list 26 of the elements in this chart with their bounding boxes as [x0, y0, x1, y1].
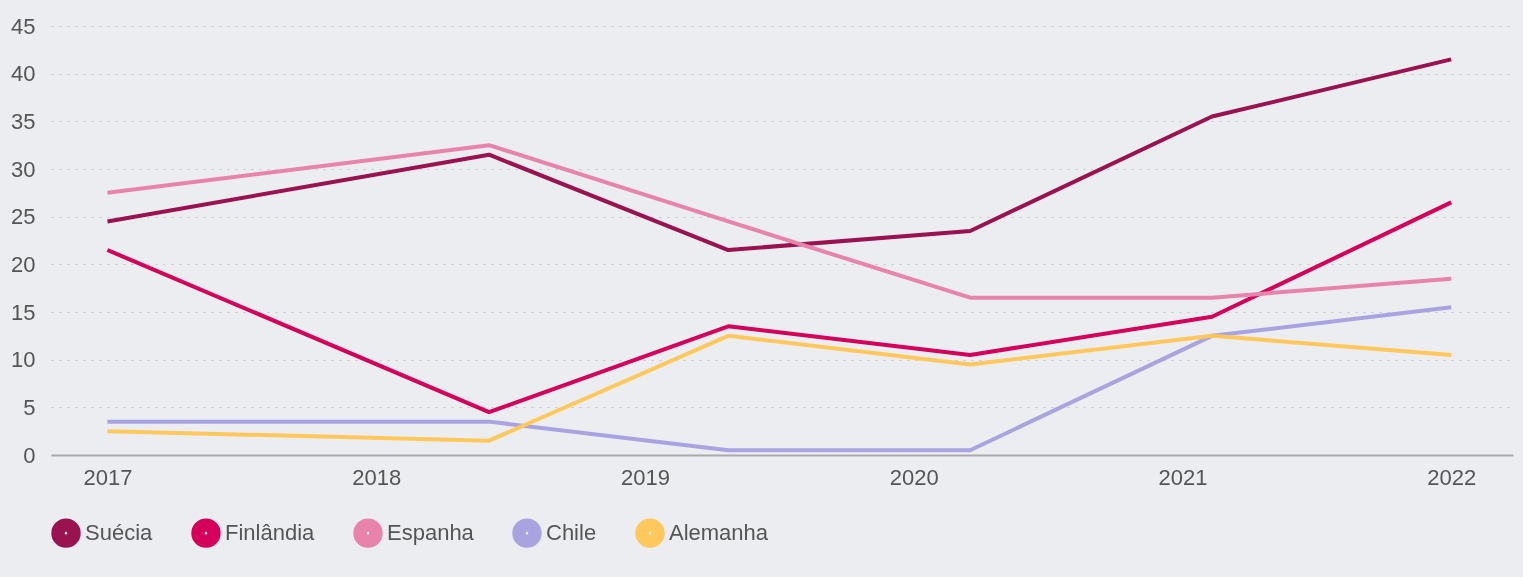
- y-tick-label: 35: [11, 108, 36, 134]
- legend-label: Finlândia: [225, 520, 316, 546]
- x-tick-label: 2019: [620, 464, 670, 490]
- y-tick-label: 20: [11, 251, 36, 277]
- y-tick-label: 40: [11, 61, 36, 87]
- y-tick-label: 15: [11, 299, 36, 325]
- x-tick-label: 2018: [352, 464, 402, 490]
- y-tick-label: 25: [11, 204, 36, 230]
- y-tick-label: 0: [23, 442, 36, 468]
- y-tick-label: 10: [11, 347, 36, 373]
- x-tick-label: 2022: [1427, 464, 1477, 490]
- y-tick-label: 5: [23, 394, 36, 420]
- line-series: [105, 57, 1454, 253]
- line-series: [105, 143, 1454, 300]
- x-tick-label: 2021: [1158, 464, 1208, 490]
- y-tick-label: 30: [11, 156, 36, 182]
- line-series: [105, 305, 1454, 453]
- x-tick-label: 2020: [889, 464, 939, 490]
- x-tick-label: 2017: [83, 464, 133, 490]
- legend-label: Suécia: [85, 520, 154, 546]
- legend-label: Chile: [546, 520, 597, 546]
- legend-label: Alemanha: [669, 520, 769, 546]
- line-series: [105, 200, 1454, 415]
- line-series: [105, 333, 1454, 443]
- y-tick-label: 45: [11, 13, 36, 39]
- legend-label: Espanha: [387, 520, 475, 546]
